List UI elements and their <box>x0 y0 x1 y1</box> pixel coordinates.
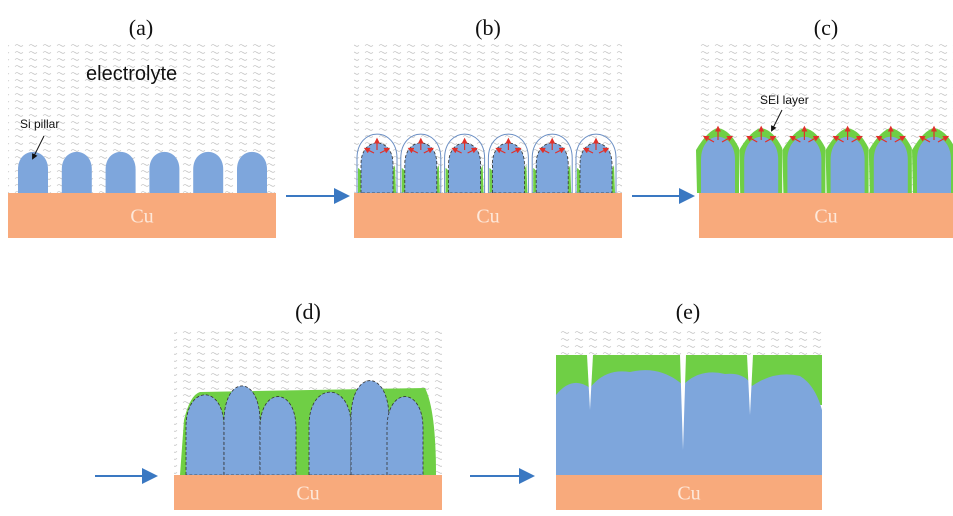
si-pillar <box>874 137 908 193</box>
si-pillar <box>224 386 260 475</box>
substrate-label: Cu <box>814 206 837 228</box>
panel-label: (d) <box>295 299 321 324</box>
substrate-label: Cu <box>476 206 499 228</box>
si-pillar <box>309 392 351 475</box>
panel-label: (e) <box>676 299 700 324</box>
si-pillar <box>237 152 267 193</box>
substrate-label: Cu <box>296 483 319 505</box>
panel-label: (b) <box>475 15 501 40</box>
si-pillar <box>193 152 223 193</box>
panel: Cu (b) <box>354 15 622 238</box>
si-pillar <box>580 143 612 193</box>
si-film <box>556 370 822 475</box>
electrolyte-label: electrolyte <box>86 63 177 85</box>
si-pillar <box>351 381 389 475</box>
substrate-label: Cu <box>677 483 700 505</box>
si-pillar <box>744 137 778 193</box>
substrate-label: Cu <box>130 206 153 228</box>
si-pillar-label: Si pillar <box>20 117 59 131</box>
si-pillar <box>449 143 481 193</box>
si-pillar <box>831 137 865 193</box>
si-pillar <box>536 143 568 193</box>
panel: Cu (c) <box>696 15 953 238</box>
si-pillar <box>260 397 296 475</box>
layers: Cu (a) Cu (b) Cu (c) Cu (d) Cu (e) <box>8 15 953 510</box>
si-pillar <box>361 143 393 193</box>
si-pillar <box>917 137 951 193</box>
panel: Cu (d) <box>174 299 442 510</box>
si-pillar <box>405 143 437 193</box>
si-pillar <box>149 152 179 193</box>
si-pillar <box>106 152 136 193</box>
si-pillar <box>701 137 735 193</box>
si-pillar <box>18 152 48 193</box>
panel-label: (c) <box>814 15 838 40</box>
si-pillar <box>186 395 224 475</box>
si-pillar <box>387 397 423 475</box>
si-pillar <box>787 137 821 193</box>
si-pillar <box>62 152 92 193</box>
panel: Cu (e) <box>556 299 822 510</box>
sei-layer-label: SEI layer <box>760 93 809 107</box>
si-pillar <box>492 143 524 193</box>
panel-label: (a) <box>129 15 153 40</box>
figure: Cu (a) Cu (b) Cu (c) Cu (d) Cu (e) electrolyte Si… <box>0 0 953 516</box>
